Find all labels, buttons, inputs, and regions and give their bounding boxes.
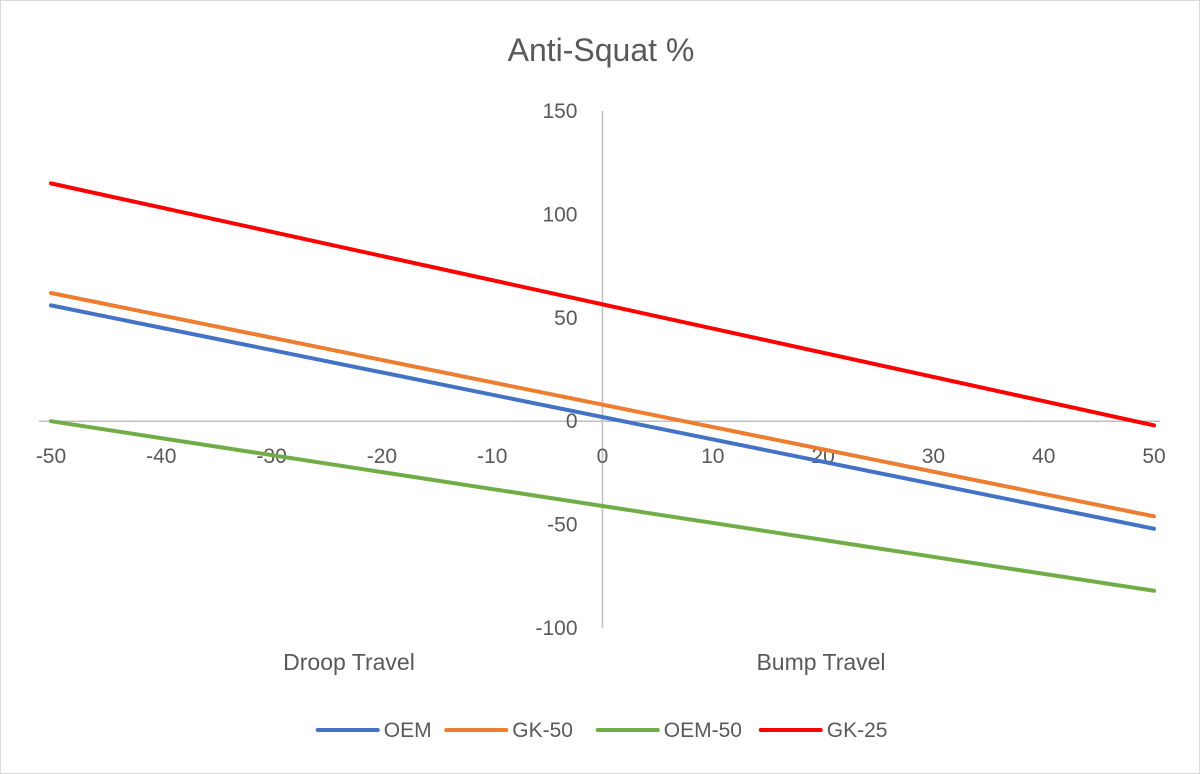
y-tick-label: 100 <box>542 203 577 226</box>
chart-title: Anti-Squat % <box>508 32 695 68</box>
x-tick-label: -40 <box>146 445 176 468</box>
legend-label: GK-50 <box>512 719 573 742</box>
y-tick-label: 150 <box>542 100 577 123</box>
x-tick-label: 30 <box>922 445 945 468</box>
y-tick-label: -100 <box>535 617 577 640</box>
x-tick-label: 0 <box>597 445 609 468</box>
series-line-gk-50 <box>49 290 1156 519</box>
legend-item-oem-50: OEM-50 <box>595 719 742 742</box>
x-tick-label: -10 <box>477 445 507 468</box>
x-tick-label: -20 <box>367 445 397 468</box>
legend-item-gk-25: GK-25 <box>758 719 888 742</box>
y-tick-label: -50 <box>547 514 577 537</box>
x-tick-label: 10 <box>701 445 724 468</box>
series-line-gk-25 <box>49 181 1156 428</box>
legend-item-gk-50: GK-50 <box>444 719 573 742</box>
legend-label: GK-25 <box>827 719 888 742</box>
x-tick-label: 50 <box>1142 445 1165 468</box>
legend-item-oem: OEM <box>315 719 432 742</box>
y-tick-label: 0 <box>566 410 578 433</box>
legend-label: OEM <box>384 719 432 742</box>
y-tick-label: 50 <box>554 307 577 330</box>
series-line-oem-50 <box>49 419 1156 593</box>
legend: OEM GK-50 OEM-50 GK-25 <box>315 719 888 742</box>
droop-travel-label: Droop Travel <box>283 649 415 675</box>
series-line-oem <box>49 303 1156 531</box>
bump-travel-label: Bump Travel <box>756 649 885 675</box>
x-tick-label: -50 <box>36 445 66 468</box>
x-tick-label: 40 <box>1032 445 1055 468</box>
legend-label: OEM-50 <box>664 719 742 742</box>
series-lines <box>49 181 1156 593</box>
